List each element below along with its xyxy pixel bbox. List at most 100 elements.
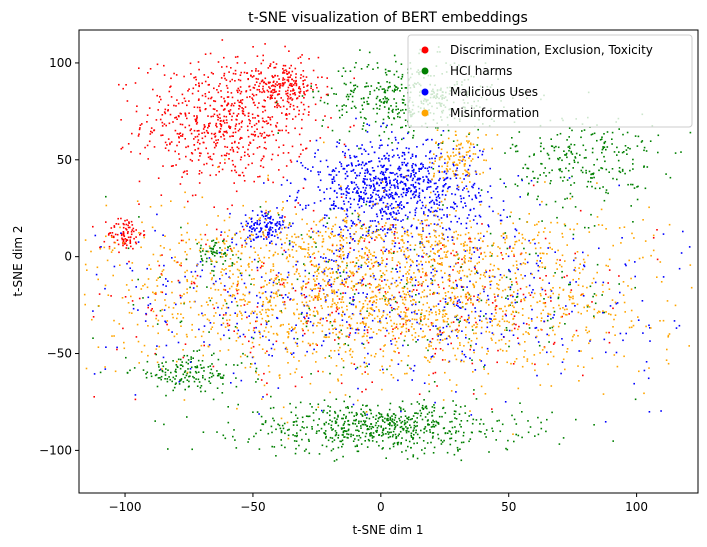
data-point <box>462 289 464 291</box>
data-point <box>387 158 390 160</box>
data-point <box>421 222 424 225</box>
data-point <box>271 355 273 357</box>
data-point <box>446 303 449 305</box>
data-point <box>564 154 566 156</box>
data-point <box>184 370 187 372</box>
data-point <box>155 119 158 121</box>
data-point <box>323 409 325 412</box>
data-point <box>411 379 413 381</box>
data-point <box>195 372 198 374</box>
data-point <box>618 275 620 277</box>
data-point <box>287 152 290 154</box>
data-point <box>363 197 365 199</box>
data-point <box>588 170 591 173</box>
data-point <box>148 107 151 109</box>
data-point <box>480 189 483 191</box>
data-point <box>209 104 212 107</box>
data-point <box>509 278 512 280</box>
data-point <box>263 91 266 93</box>
data-point <box>296 191 299 194</box>
data-point <box>325 226 327 228</box>
data-point <box>425 139 427 141</box>
data-point <box>315 408 317 411</box>
data-point <box>315 246 317 248</box>
data-point <box>645 325 647 328</box>
data-point <box>363 199 365 201</box>
data-point <box>290 225 292 227</box>
data-point <box>224 252 227 255</box>
data-point <box>350 170 353 172</box>
data-point <box>223 115 225 118</box>
data-point <box>415 191 417 193</box>
data-point <box>282 85 284 87</box>
data-point <box>237 78 240 81</box>
data-point <box>275 101 278 104</box>
data-point <box>198 85 200 88</box>
data-point <box>421 418 424 421</box>
data-point <box>271 94 274 97</box>
data-point <box>395 436 398 438</box>
data-point <box>400 442 402 444</box>
data-point <box>178 133 180 135</box>
data-point <box>351 222 354 225</box>
data-point <box>407 328 410 331</box>
data-point <box>375 193 377 196</box>
data-point <box>303 108 306 111</box>
data-point <box>240 121 243 124</box>
data-point <box>165 293 167 295</box>
data-point <box>280 439 282 441</box>
data-point <box>436 210 438 213</box>
data-point <box>272 181 274 184</box>
data-point <box>391 131 393 133</box>
data-point <box>345 83 347 86</box>
data-point <box>401 181 404 183</box>
data-point <box>371 237 373 240</box>
data-point <box>382 355 385 358</box>
data-point <box>196 385 199 387</box>
data-point <box>376 190 379 192</box>
data-point <box>559 176 562 179</box>
data-point <box>352 238 354 240</box>
data-point <box>426 181 429 184</box>
data-point <box>396 442 399 444</box>
data-point <box>299 204 301 206</box>
data-point <box>256 214 259 216</box>
data-point <box>241 120 243 122</box>
data-point <box>199 233 202 236</box>
data-point <box>229 127 231 130</box>
data-point <box>178 383 181 385</box>
data-point <box>247 163 250 166</box>
data-point <box>367 170 369 173</box>
data-point <box>582 295 585 297</box>
data-point <box>258 448 261 450</box>
data-point <box>179 132 182 134</box>
data-point <box>132 227 135 230</box>
data-point <box>473 251 476 253</box>
data-point <box>489 321 492 323</box>
data-point <box>124 238 127 240</box>
data-point <box>371 304 374 306</box>
data-point <box>319 318 322 321</box>
data-point <box>510 313 513 316</box>
data-point <box>450 206 452 208</box>
data-point <box>278 146 280 149</box>
data-point <box>294 289 297 292</box>
data-point <box>478 430 481 433</box>
data-point <box>497 295 499 297</box>
data-point <box>291 353 293 356</box>
data-point <box>282 221 285 223</box>
data-point <box>252 337 255 340</box>
data-point <box>251 220 253 223</box>
data-point <box>342 193 345 195</box>
data-point <box>144 320 147 322</box>
data-point <box>573 159 575 162</box>
data-point <box>190 358 192 360</box>
data-point <box>295 79 297 82</box>
data-point <box>613 151 616 153</box>
data-point <box>398 206 401 209</box>
data-point <box>547 315 549 317</box>
data-point <box>323 191 325 194</box>
data-point <box>344 152 346 155</box>
data-point <box>615 351 618 354</box>
data-point <box>182 171 185 174</box>
